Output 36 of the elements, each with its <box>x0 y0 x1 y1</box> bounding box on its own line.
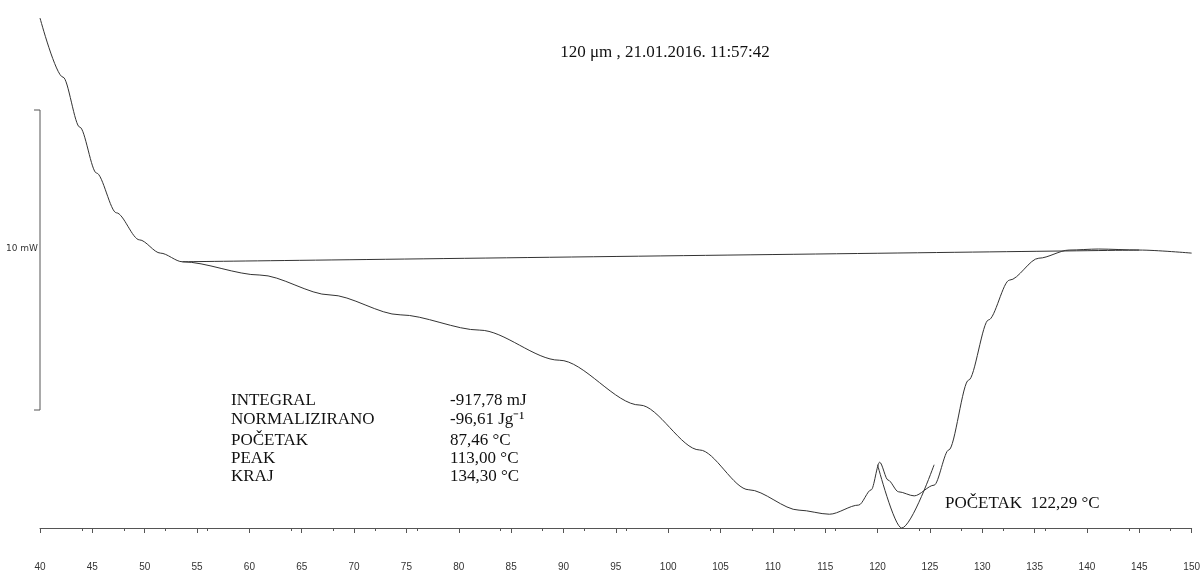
x-tick-label: 145 <box>1130 560 1149 572</box>
x-tick-label: 55 <box>191 560 204 572</box>
x-tick-label: 120 <box>869 560 887 572</box>
x-tick-label: 75 <box>400 560 413 572</box>
x-tick-label: 140 <box>1078 560 1096 572</box>
annotation: NORMALIZIRANO <box>231 409 375 428</box>
x-tick-label: 65 <box>296 560 308 572</box>
annotation: INTEGRAL <box>231 390 316 409</box>
annotation: 113,00 °C <box>450 448 519 467</box>
x-tick-label: 105 <box>712 560 730 572</box>
x-tick-label: 95 <box>610 560 622 572</box>
x-tick-label: 80 <box>453 560 465 572</box>
x-tick-label: 150 <box>1183 560 1201 572</box>
annotation: POČETAK 122,29 °C <box>945 493 1100 512</box>
x-tick-label: 135 <box>1026 560 1044 572</box>
annotation: 134,30 °C <box>450 466 520 485</box>
annotation: 87,46 °C <box>450 430 511 449</box>
x-tick-label: 90 <box>557 560 570 572</box>
annotation: -96,61 Jg⁻¹ <box>450 409 525 428</box>
annotation: -917,78 mJ <box>450 390 527 409</box>
x-tick-label: 100 <box>659 560 677 572</box>
annotation: PEAK <box>231 448 277 467</box>
text: 10 mW <box>6 242 39 253</box>
x-tick-label: 40 <box>34 560 46 572</box>
x-tick-label: 70 <box>348 560 361 572</box>
x-tick-label: 45 <box>86 560 99 572</box>
annotation: KRAJ <box>231 466 274 485</box>
x-tick-label: 60 <box>243 560 256 572</box>
x-tick-label: 85 <box>505 560 518 572</box>
x-tick-label: 110 <box>764 560 782 572</box>
x-tick-label: 125 <box>921 560 939 572</box>
x-tick-label: 130 <box>973 560 992 572</box>
x-tick-label: 50 <box>139 560 151 572</box>
annotation: POČETAK <box>231 430 309 449</box>
text: 120 μm , 21.01.2016. 11:57:42 <box>560 42 770 61</box>
x-tick-label: 115 <box>817 560 834 572</box>
